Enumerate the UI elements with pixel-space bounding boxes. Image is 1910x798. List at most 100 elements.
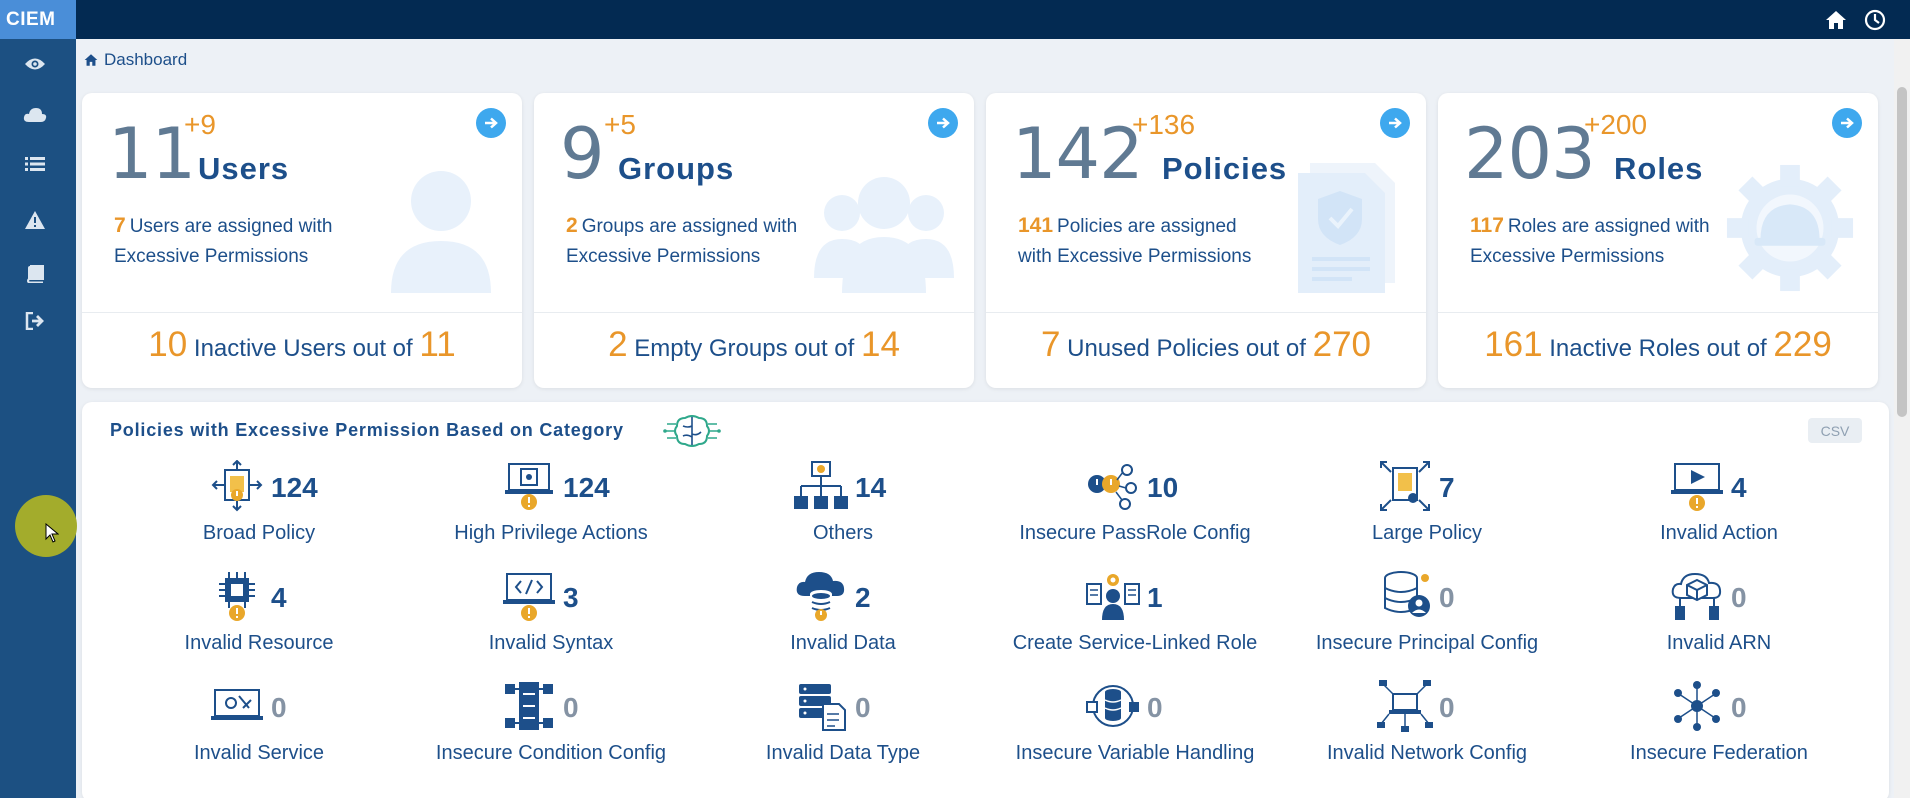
policies-title: Policies xyxy=(1162,151,1288,186)
roles-footer-text: Inactive Roles out of xyxy=(1549,335,1767,362)
users-arrow-button[interactable] xyxy=(476,108,506,138)
category-count: 4 xyxy=(271,582,287,613)
users-footer-text: Inactive Users out of xyxy=(193,335,413,362)
category-others[interactable]: 14 Others xyxy=(698,460,988,556)
scrollbar-thumb[interactable] xyxy=(1897,87,1907,417)
groups-card: 9 +5 Groups 2 Groups are assigned with Ex… xyxy=(534,93,974,388)
warning-icon[interactable] xyxy=(20,208,50,232)
breadcrumb-home-icon[interactable] xyxy=(84,53,98,67)
category-label: Invalid Action xyxy=(1660,522,1778,544)
app-logo[interactable]: CIEM xyxy=(0,0,76,39)
groups-excess-desc: 2 Groups are assigned with Excessive Perm… xyxy=(566,211,816,272)
category-label: Insecure PassRole Config xyxy=(1019,522,1251,544)
groups-excess-text: Groups are assigned with Excessive Permi… xyxy=(566,216,798,267)
laptop-tools-icon xyxy=(211,689,263,720)
category-invalid-arn[interactable]: 0 Invalid ARN xyxy=(1574,570,1864,666)
category-invalid-network-config[interactable]: 0 Invalid Network Config xyxy=(1282,680,1572,776)
arrow-right-icon xyxy=(1389,117,1402,129)
category-count: 1 xyxy=(1147,582,1163,613)
groups-footer-text: Empty Groups out of xyxy=(634,335,855,362)
panel-title: Policies with Excessive Permission Based… xyxy=(110,420,624,440)
category-create-service-linked-role[interactable]: 1 Create Service-Linked Role xyxy=(990,570,1280,666)
category-insecure-variable-handling[interactable]: 0 Insecure Variable Handling xyxy=(990,680,1280,776)
category-invalid-syntax[interactable]: 3 Invalid Syntax xyxy=(406,570,696,666)
invalid-action-icon xyxy=(1671,463,1723,511)
users-count: 11 xyxy=(108,113,196,195)
roles-footer-num: 161 xyxy=(1484,325,1543,364)
groups-count: 9 xyxy=(560,113,605,195)
arrow-right-icon xyxy=(1841,117,1854,129)
category-invalid-action[interactable]: 4 Invalid Action xyxy=(1574,460,1864,556)
category-label: Invalid Resource xyxy=(184,632,334,654)
category-invalid-data[interactable]: 2 Invalid Data xyxy=(698,570,988,666)
list-icon[interactable] xyxy=(20,152,50,176)
card-divider xyxy=(82,312,522,313)
users-delta: +9 xyxy=(184,109,216,140)
category-high-privilege-actions[interactable]: 124 High Privilege Actions xyxy=(406,460,696,556)
category-count: 4 xyxy=(1731,472,1747,503)
users-card: 11 +9 Users 7 Users are assigned with Exc… xyxy=(82,93,522,388)
policy-document-icon xyxy=(1298,163,1395,293)
category-label: Invalid Service xyxy=(193,742,325,764)
category-insecure-condition-config[interactable]: 0 Insecure Condition Config xyxy=(406,680,696,776)
users-footer-total: 11 xyxy=(419,325,456,364)
user-silhouette-icon xyxy=(391,171,491,293)
category-label: Insecure Principal Config xyxy=(1315,632,1539,654)
roles-title: Roles xyxy=(1614,151,1704,186)
policies-card: 142 +136 Policies 141 Policies are assign… xyxy=(986,93,1426,388)
category-insecure-passrole-config[interactable]: 10 Insecure PassRole Config xyxy=(990,460,1280,556)
logout-icon[interactable] xyxy=(20,309,50,333)
puzzle-icon xyxy=(505,682,553,730)
policies-footer-text: Unused Policies out of xyxy=(1067,335,1306,362)
policies-delta: +136 xyxy=(1132,109,1196,140)
category-count: 124 xyxy=(563,472,610,503)
policies-arrow-button[interactable] xyxy=(1380,108,1410,138)
category-broad-policy[interactable]: 124 Broad Policy xyxy=(114,460,404,556)
category-count: 14 xyxy=(855,472,887,503)
home-icon[interactable] xyxy=(1825,9,1847,31)
groups-arrow-button[interactable] xyxy=(928,108,958,138)
mouse-pointer-icon xyxy=(45,522,60,548)
book-icon[interactable] xyxy=(20,262,50,286)
cloud-database-icon xyxy=(796,572,845,621)
category-label: Invalid Data xyxy=(790,632,896,654)
category-invalid-resource[interactable]: 4 Invalid Resource xyxy=(114,570,404,666)
gear-user-icon xyxy=(1086,574,1140,620)
server-doc-icon xyxy=(799,684,846,731)
category-label: Invalid Syntax xyxy=(488,632,614,654)
category-count: 0 xyxy=(1439,692,1455,723)
breadcrumb-dashboard[interactable]: Dashboard xyxy=(104,50,188,69)
policies-footer: 7 Unused Policies out of 270 xyxy=(986,325,1426,365)
clock-icon[interactable] xyxy=(1864,9,1886,31)
eye-icon[interactable] xyxy=(20,52,50,76)
top-bar xyxy=(76,0,1910,39)
cloud-icon[interactable] xyxy=(20,103,50,127)
category-label: Invalid ARN xyxy=(1666,632,1772,654)
cloud-cube-icon xyxy=(1671,572,1722,620)
groups-delta: +5 xyxy=(604,109,636,140)
category-label: High Privilege Actions xyxy=(454,522,648,544)
roles-footer: 161 Inactive Roles out of 229 xyxy=(1438,325,1878,365)
arrow-right-icon xyxy=(485,117,498,129)
category-invalid-service[interactable]: 0 Invalid Service xyxy=(114,680,404,776)
category-label: Create Service-Linked Role xyxy=(1012,632,1258,654)
breadcrumb: Dashboard xyxy=(84,50,187,70)
db-network-icon xyxy=(1086,685,1139,727)
roles-arrow-button[interactable] xyxy=(1832,108,1862,138)
category-label: Insecure Condition Config xyxy=(435,742,667,764)
policies-excess-desc: 141 Policies are assigned with Excessive … xyxy=(1018,211,1268,272)
category-insecure-federation[interactable]: 0 Insecure Federation xyxy=(1574,680,1864,776)
card-divider xyxy=(534,312,974,313)
category-count: 0 xyxy=(563,692,579,723)
page-scrollbar[interactable] xyxy=(1894,39,1910,798)
category-label: Invalid Network Config xyxy=(1326,742,1528,764)
category-count: 0 xyxy=(1439,582,1455,613)
category-large-policy[interactable]: 7 Large Policy xyxy=(1282,460,1572,556)
csv-button[interactable]: CSV xyxy=(1808,418,1862,443)
category-invalid-data-type[interactable]: 0 Invalid Data Type xyxy=(698,680,988,776)
category-label: Others xyxy=(812,522,874,544)
database-user-icon xyxy=(1384,571,1430,617)
high-privilege-icon xyxy=(505,463,553,510)
category-insecure-principal-config[interactable]: 0 Insecure Principal Config xyxy=(1282,570,1572,666)
broad-policy-icon xyxy=(211,460,263,512)
